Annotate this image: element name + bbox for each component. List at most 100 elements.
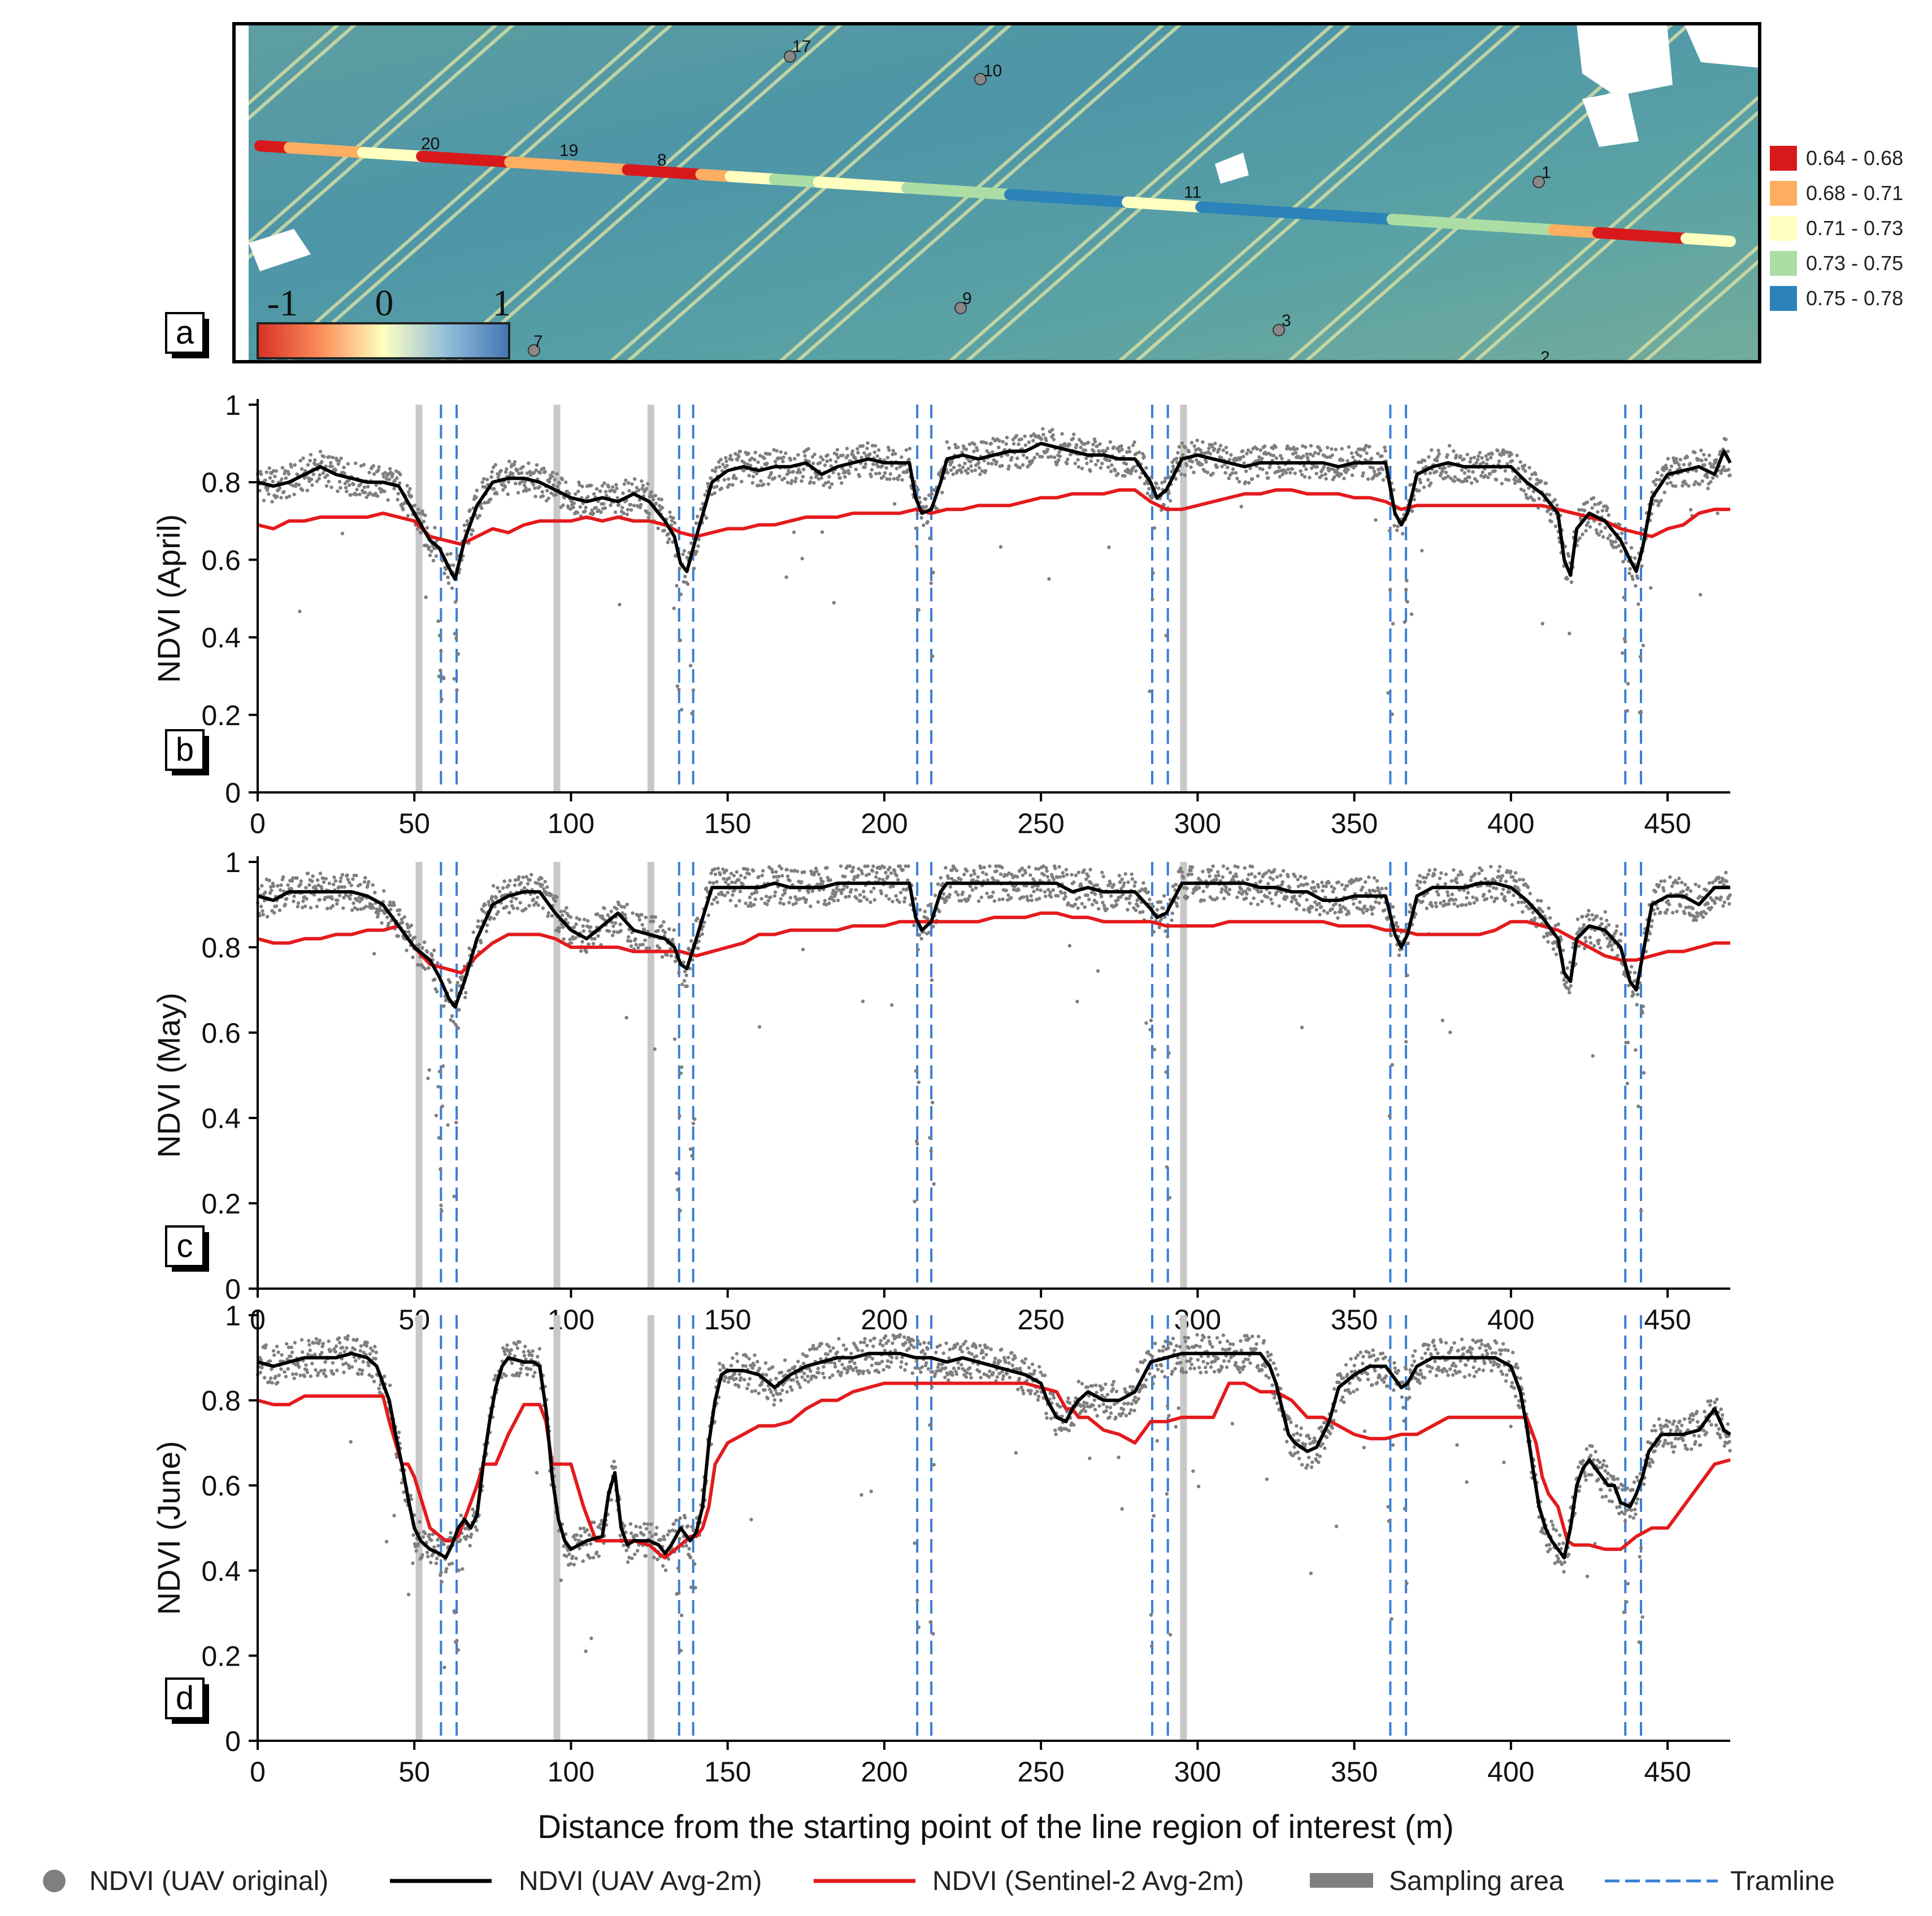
uav-original-point [436,1085,440,1089]
uav-original-point [904,448,909,452]
uav-original-point [284,476,288,480]
map-stripe [234,24,498,258]
uav-original-point [1642,1070,1646,1075]
uav-original-point [368,1352,372,1356]
uav-original-point [1665,908,1669,912]
uav-original-point [1461,479,1465,484]
uav-original-point [531,1375,536,1379]
uav-original-point [671,938,675,942]
uav-original-point [344,485,348,490]
uav-original-point [1616,953,1620,957]
uav-original-point [892,502,897,506]
uav-original-point [1651,480,1656,484]
uav-original-point [1000,463,1004,468]
uav-original-point [1286,444,1290,448]
uav-original-point [484,929,489,934]
uav-original-point [1408,903,1412,907]
uav-original-point [558,926,562,930]
uav-original-point [854,467,858,471]
uav-original-point [630,482,634,486]
uav-original-point [1604,925,1608,930]
uav-original-point [1468,901,1472,906]
uav-original-point [1494,886,1499,891]
uav-original-point [405,922,409,926]
uav-original-point [1267,465,1271,470]
uav-original-point [928,1135,932,1140]
uav-original-point [1699,448,1703,453]
uav-original-point [290,1350,294,1354]
uav-original-point [444,567,448,571]
uav-original-point [1656,907,1660,911]
y-tick-label: 0.8 [201,467,241,498]
uav-original-point [1679,881,1684,885]
uav-original-point [602,502,606,506]
uav-original-point [1358,877,1362,881]
uav-original-point [1706,901,1710,906]
uav-original-point [1469,456,1473,461]
uav-original-point [502,879,506,883]
uav-original-point [1300,1025,1304,1030]
uav-original-point [283,1370,286,1374]
uav-original-point [992,878,996,882]
x-tick-label: 50 [398,808,430,839]
uav-original-point [1418,880,1423,884]
uav-original-point [477,514,481,518]
uav-original-point [1631,992,1635,996]
uav-original-point [316,883,320,887]
uav-original-point [1233,864,1237,868]
uav-original-point [845,447,849,450]
uav-original-point [314,1337,318,1341]
uav-original-point [1050,427,1054,432]
uav-original-point [631,911,635,915]
uav-original-point [574,1557,578,1560]
uav-original-point [797,467,801,471]
uav-original-point [931,925,935,929]
uav-original-point [1466,891,1470,895]
uav-original-point [1495,896,1499,900]
uav-original-point [388,900,392,904]
uav-original-point [597,1554,601,1558]
uav-original-point [1657,478,1662,482]
colorbar-tick-min: -1 [267,283,298,324]
uav-original-point [362,880,367,884]
uav-original-point [724,459,728,463]
uav-original-point [821,879,825,884]
uav-original-point [1066,901,1070,905]
uav-original-point [291,483,295,488]
uav-original-point [1042,873,1047,877]
uav-original-point [1653,912,1657,916]
uav-original-point [857,474,862,479]
uav-original-point [1581,532,1584,536]
uav-original-point [465,1534,470,1538]
uav-original-point [932,1182,936,1186]
uav-original-point [699,507,703,511]
uav-original-point [781,460,785,463]
uav-original-point [972,869,976,873]
uav-original-point [1519,900,1524,904]
uav-original-point [509,1348,514,1352]
uav-original-point [1625,1081,1630,1086]
uav-original-point [1022,453,1026,457]
uav-original-point [1235,895,1239,899]
y-tick-label: 0.6 [201,544,241,576]
uav-original-point [342,896,346,900]
uav-original-point [983,469,988,473]
uav-original-point [1683,882,1687,887]
uav-original-point [374,1356,377,1361]
uav-original-point [1123,474,1127,478]
uav-original-point [815,869,819,873]
uav-original-point [1237,890,1241,895]
uav-original-point [675,584,679,588]
uav-original-point [1309,444,1313,448]
uav-original-point [1421,899,1425,904]
uav-original-point [1321,888,1325,893]
uav-original-point [1418,874,1422,878]
uav-original-point [1358,454,1362,458]
uav-original-point [1152,526,1157,530]
uav-original-point [726,477,731,481]
sampling-area-bar [1180,1315,1187,1741]
uav-original-point [918,908,922,912]
uav-original-point [1094,462,1098,467]
uav-original-point [672,928,676,932]
uav-original-point [1023,434,1027,439]
